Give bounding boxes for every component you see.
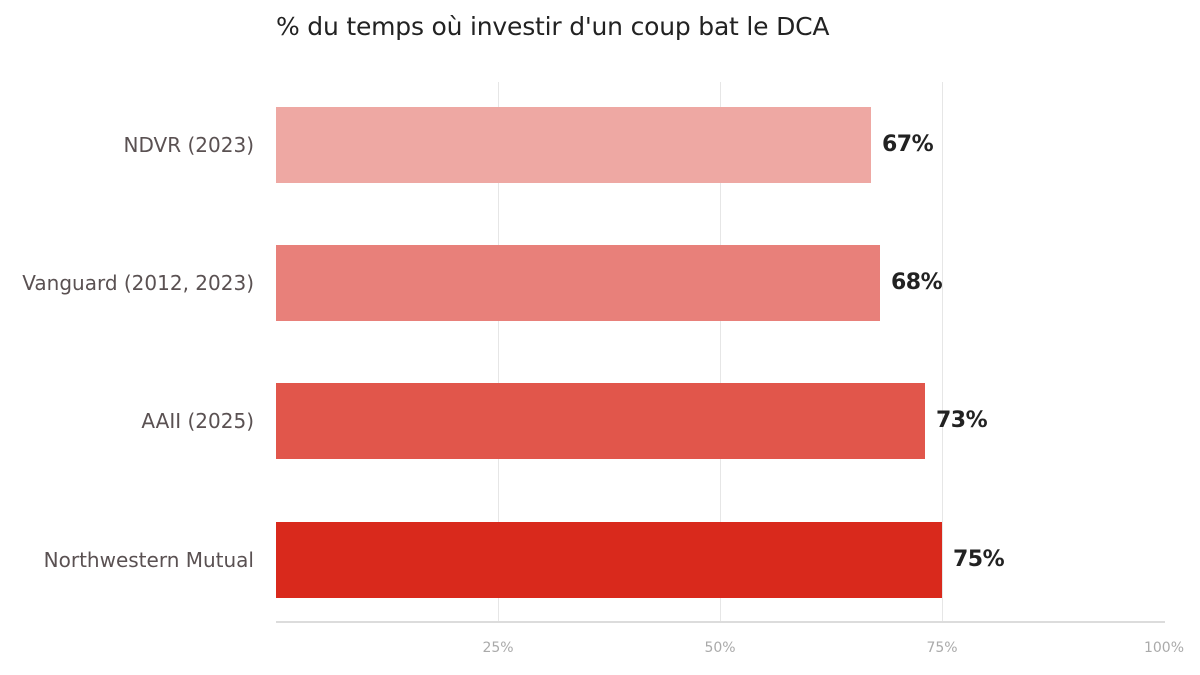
gridline-25 — [498, 82, 499, 622]
gridline-75 — [942, 82, 943, 622]
value-label: 67% — [882, 132, 934, 157]
value-label: 75% — [953, 547, 1005, 572]
bar-ndvr — [276, 107, 871, 183]
bar-aaii — [276, 383, 925, 459]
value-label: 73% — [936, 408, 988, 433]
x-tick-25: 25% — [482, 640, 514, 656]
bar-vanguard — [276, 245, 880, 321]
category-label: NDVR (2023) — [123, 133, 254, 157]
chart-title: % du temps où investir d'un coup bat le … — [276, 12, 830, 41]
bar-row-ndvr: NDVR (2023) 67% — [0, 107, 1200, 183]
category-label: Vanguard (2012, 2023) — [22, 271, 254, 295]
bar-row-northwestern-mutual: Northwestern Mutual 75% — [0, 522, 1200, 598]
category-label: Northwestern Mutual — [43, 548, 254, 572]
x-tick-100: 100% — [1143, 640, 1185, 656]
value-label: 68% — [891, 270, 943, 295]
category-label: AAII (2025) — [141, 409, 254, 433]
gridline-50 — [720, 82, 721, 622]
plot-area — [276, 82, 1165, 622]
x-tick-50: 50% — [704, 640, 736, 656]
x-axis-line — [276, 621, 1165, 623]
bar-row-aaii: AAII (2025) 73% — [0, 383, 1200, 459]
x-tick-75: 75% — [926, 640, 958, 656]
bar-row-vanguard: Vanguard (2012, 2023) 68% — [0, 245, 1200, 321]
bar-northwestern-mutual — [276, 522, 942, 598]
